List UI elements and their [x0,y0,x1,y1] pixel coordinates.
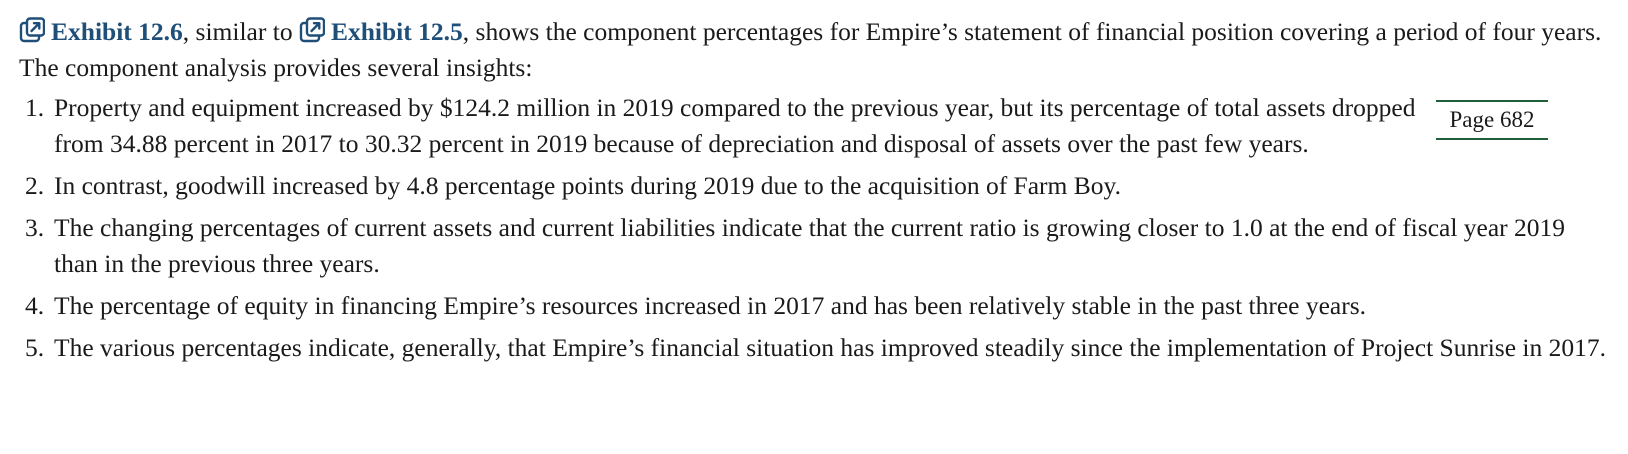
intro-paragraph: Exhibit 12.6, similar to Exhibit 12.5, s… [19,14,1608,86]
external-link-icon [19,17,45,43]
exhibit-12-6-link[interactable]: Exhibit 12.6 [19,17,183,46]
page-number-marker: Page 682 [1436,100,1548,140]
intro-text-after: , shows the component percentages for Em… [19,17,1602,82]
list-item-text: The various percentages indicate, genera… [54,333,1606,362]
list-item-number: 5. [25,333,45,362]
list-item-number: 4. [25,291,45,320]
list-item-number: 3. [25,213,45,242]
list-item-text: Property and equipment increased by $124… [54,93,1416,158]
list-item-number: 1. [25,93,45,122]
list-item-number: 2. [25,171,45,200]
exhibit-12-5-link[interactable]: Exhibit 12.5 [299,17,463,46]
list-item: 3. The changing percentages of current a… [19,210,1608,282]
exhibit-12-5-label: Exhibit 12.5 [330,17,463,46]
intro-text-between: , similar to [182,17,299,46]
external-link-icon [299,17,325,43]
list-item-text: The percentage of equity in financing Em… [54,291,1367,320]
list-item: 1. Property and equipment increased by $… [19,90,1608,162]
list-item: 4. The percentage of equity in financing… [19,288,1608,324]
list-item: 5. The various percentages indicate, gen… [19,330,1608,366]
list-item: 2. In contrast, goodwill increased by 4.… [19,168,1608,204]
exhibit-12-6-label: Exhibit 12.6 [51,17,183,46]
list-item-text: In contrast, goodwill increased by 4.8 p… [54,171,1121,200]
list-item-text: The changing percentages of current asse… [54,213,1566,278]
insights-list: 1. Property and equipment increased by $… [19,90,1608,366]
